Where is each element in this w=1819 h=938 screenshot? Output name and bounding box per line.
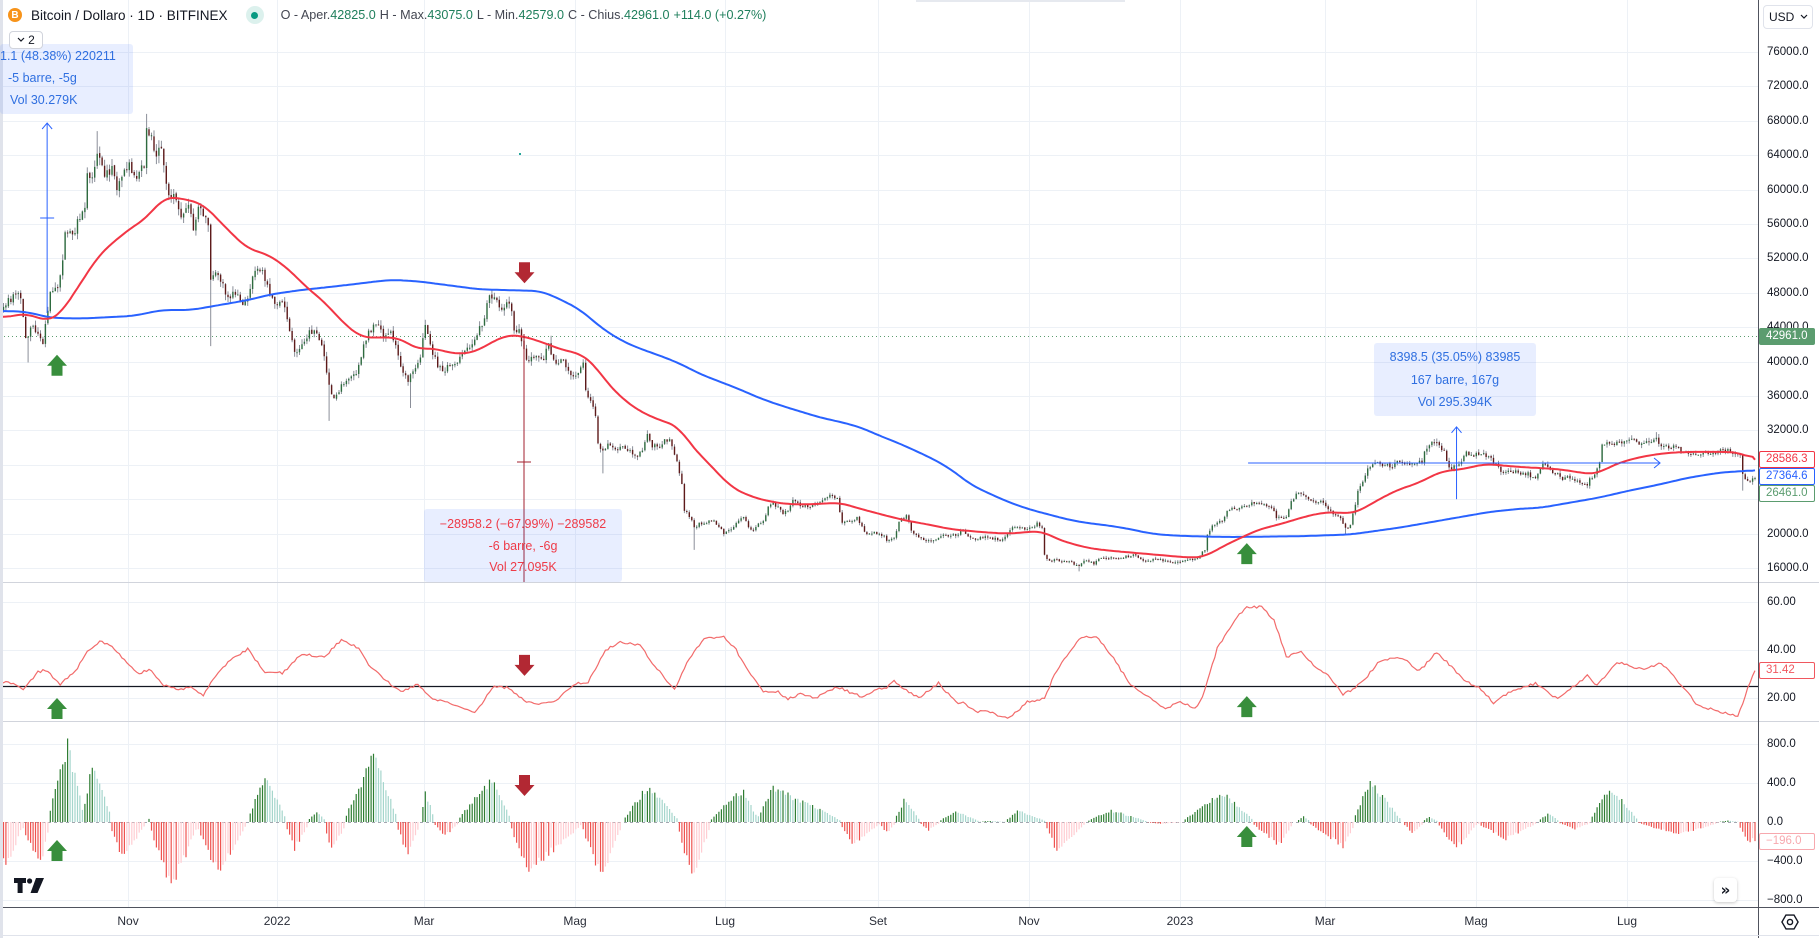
symbol-title[interactable]: Bitcoin / Dollaro · 1D · BITFINEX xyxy=(31,7,228,23)
measure-middle-lines[interactable] xyxy=(517,334,532,590)
measure-right-volume: Vol 295.394K xyxy=(1417,395,1493,409)
measure-right-lines[interactable] xyxy=(1248,426,1661,500)
buy-arrow-icon xyxy=(47,840,67,861)
oscillator-axis-label: 60.00 xyxy=(1767,596,1796,608)
measure-left-change: 1.1 (48.38%) 220211 xyxy=(0,49,116,63)
symbol-legend: B Bitcoin / Dollaro · 1D · BITFINEX O - … xyxy=(8,5,766,25)
oscillator-axis-label: 40.00 xyxy=(1767,644,1796,656)
oscillator-value-badge: 31.42 xyxy=(1759,662,1815,680)
sell-arrow-icon xyxy=(514,654,535,676)
currency-value: USD xyxy=(1769,10,1795,24)
collapsed-count: 2 xyxy=(28,33,35,47)
time-axis-label: 2023 xyxy=(1166,914,1194,928)
measure-left-bars: -5 barre, -5g xyxy=(8,71,77,85)
time-axis-label: Mar xyxy=(413,914,435,928)
sell-arrow-icon xyxy=(514,775,535,796)
time-axis-label: Nov xyxy=(117,914,139,928)
price-change: +114.0 (+0.27%) xyxy=(673,8,767,22)
oscillator-line[interactable] xyxy=(0,605,1756,719)
measure-right-change: 8398.5 (35.05%) 83985 xyxy=(1389,350,1521,364)
price-axis-label: 76000.0 xyxy=(1767,46,1809,58)
buy-arrow-icon xyxy=(1236,543,1257,565)
measure-middle-volume: Vol 27.095K xyxy=(489,560,557,574)
time-axis-label: Mar xyxy=(1314,914,1336,928)
price-axis-label: 20000.0 xyxy=(1767,527,1809,540)
time-axis-label: Nov xyxy=(1018,914,1040,928)
collapse-indicators-button[interactable]: 2 xyxy=(9,31,43,49)
measure-box-left[interactable]: 1.1 (48.38%) 220211 -5 barre, -5g Vol 30… xyxy=(0,44,133,114)
grid-lines xyxy=(0,0,1758,907)
buy-arrow-icon xyxy=(47,354,67,376)
price-axis-label: 36000.0 xyxy=(1767,390,1809,402)
price-value-badge: 27364.6 xyxy=(1759,468,1815,486)
price-axis-label: 72000.0 xyxy=(1767,80,1809,93)
price-value-badge: 28586.3 xyxy=(1759,451,1815,469)
measure-box-right[interactable]: 8398.5 (35.05%) 83985 167 barre, 167g Vo… xyxy=(1374,343,1536,416)
time-axis-label: Lug xyxy=(1616,914,1637,928)
measure-left-lines[interactable] xyxy=(40,122,55,314)
histogram-axis-label: 0.0 xyxy=(1767,816,1783,828)
price-axis-label: 52000.0 xyxy=(1767,252,1809,265)
time-axis-label: Mag xyxy=(1464,914,1488,928)
buy-arrow-icon xyxy=(47,698,67,719)
oscillator-axis-label: 20.00 xyxy=(1767,692,1796,704)
chevron-down-icon xyxy=(17,37,25,42)
buy-arrow-icon xyxy=(1236,826,1257,847)
histogram-axis-label: 800.0 xyxy=(1767,738,1796,750)
price-axis-label: 60000.0 xyxy=(1767,183,1809,196)
ohlc-values: O - Aper.42825.0 H - Max.43075.0 L - Min… xyxy=(281,8,767,22)
ma-slow-line[interactable] xyxy=(0,279,1756,538)
measure-left-volume: Vol 30.279K xyxy=(10,93,78,107)
price-axis-label: 16000.0 xyxy=(1767,562,1809,574)
price-axis-label: 32000.0 xyxy=(1767,424,1809,437)
small-marker xyxy=(519,153,521,155)
price-axis-label: 64000.0 xyxy=(1767,149,1809,162)
market-open-status-icon xyxy=(245,6,264,24)
ohlc-open: O - Aper.42825.0 xyxy=(280,8,376,22)
settings-icon[interactable] xyxy=(1780,912,1800,932)
price-value-badge: 26461.0 xyxy=(1759,485,1815,503)
time-axis-label: 2022 xyxy=(263,914,291,928)
histogram-axis-label: −800.0 xyxy=(1767,894,1803,906)
histogram-axis-label: −400.0 xyxy=(1767,855,1803,867)
price-axis[interactable]: 76000.0 72000.0 68000.0 64000.0 60000.0 56000… xyxy=(1759,0,1819,907)
price-axis-label: 40000.0 xyxy=(1767,355,1809,368)
price-value-badge: 42961.0 xyxy=(1759,327,1815,345)
chevron-down-icon xyxy=(1800,14,1808,19)
ohlc-low: L - Min.42579.0 xyxy=(476,8,564,22)
price-axis-label: 68000.0 xyxy=(1767,114,1809,127)
time-axis-label: Lug xyxy=(715,914,736,928)
time-axis[interactable]: Nov 2022 Mar Mag Lug Set Nov 2023 Mar Mag Lug xyxy=(0,908,1758,936)
moving-averages xyxy=(0,196,1756,559)
time-axis-label: Mag xyxy=(563,914,587,928)
measure-box-middle[interactable]: −28958.2 (−67.99%) −289582 -6 barre, -6g… xyxy=(424,509,622,582)
price-axis-label: 48000.0 xyxy=(1767,286,1809,299)
sell-arrow-icon xyxy=(514,262,535,284)
ma-fast-line[interactable] xyxy=(0,196,1756,559)
time-axis-label: Set xyxy=(869,914,888,928)
ohlc-high: H - Max.43075.0 xyxy=(379,8,473,22)
buy-arrow-icon xyxy=(1236,696,1257,718)
ohlc-close: C - Chius.42961.0 xyxy=(567,8,670,22)
reference-lines xyxy=(0,336,1758,823)
price-axis-label: 56000.0 xyxy=(1767,218,1809,230)
measure-middle-bars: -6 barre, -6g xyxy=(488,539,558,553)
bitcoin-icon: B xyxy=(8,8,22,22)
measure-right-bars: 167 barre, 167g xyxy=(1410,373,1500,387)
signal-arrows xyxy=(47,262,1257,861)
left-border xyxy=(0,0,3,938)
histogram-value-badge: −196.0 xyxy=(1759,832,1815,850)
oscillator xyxy=(0,605,1756,719)
floating-toolbar-edge xyxy=(916,0,1125,2)
scroll-to-latest-button[interactable]: » xyxy=(1714,878,1737,902)
measure-middle-change: −28958.2 (−67.99%) −289582 xyxy=(439,517,607,531)
tradingview-logo[interactable] xyxy=(14,877,46,894)
histogram-axis-label: 400.0 xyxy=(1767,777,1796,789)
currency-select[interactable]: USD xyxy=(1763,5,1813,29)
